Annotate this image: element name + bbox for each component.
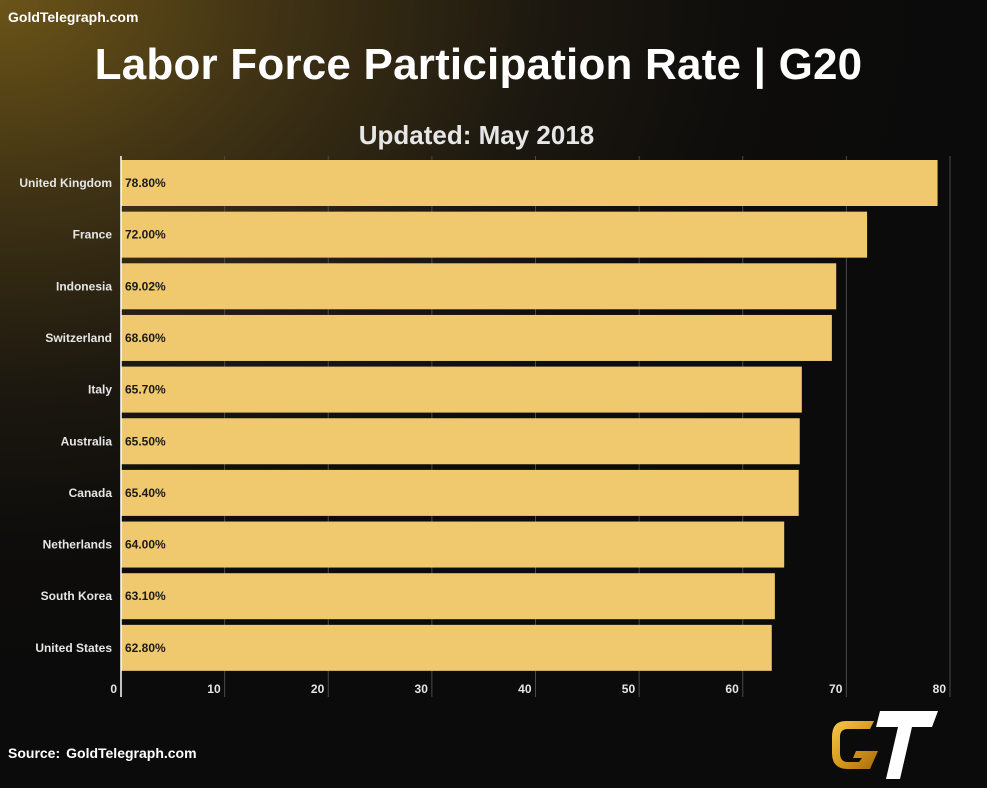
chart-title: Labor Force Participation Rate | G20 bbox=[94, 40, 863, 89]
category-label: South Korea bbox=[41, 589, 113, 603]
data-label: 65.50% bbox=[125, 434, 166, 448]
data-label: 69.02% bbox=[125, 279, 166, 293]
x-tick-label: 70 bbox=[829, 682, 843, 696]
x-tick-label: 50 bbox=[622, 682, 636, 696]
bar bbox=[121, 418, 800, 465]
data-label: 64.00% bbox=[125, 538, 166, 552]
source-value: GoldTelegraph.com bbox=[66, 745, 197, 761]
category-label: United Kingdom bbox=[19, 176, 112, 190]
x-tick-label: 60 bbox=[725, 682, 739, 696]
bar bbox=[121, 211, 868, 258]
x-tick-label: 40 bbox=[518, 682, 532, 696]
category-label: Australia bbox=[61, 434, 113, 448]
site-brand: GoldTelegraph.com bbox=[8, 9, 139, 25]
source-label: Source: bbox=[8, 745, 61, 761]
bar bbox=[121, 160, 938, 206]
source-line: Source: GoldTelegraph.com bbox=[8, 745, 197, 761]
labels: 0 10 20 30 40 50 60 70 80 United Kingdom 78.80% Fra… bbox=[19, 176, 946, 696]
data-label: 62.80% bbox=[125, 641, 166, 655]
bar bbox=[121, 263, 837, 310]
bar bbox=[121, 521, 785, 568]
bar bbox=[121, 624, 772, 671]
bar bbox=[121, 314, 832, 361]
data-label: 68.60% bbox=[125, 331, 166, 345]
bar bbox=[121, 469, 799, 516]
bars bbox=[121, 160, 938, 671]
chart-subtitle: Updated: May 2018 bbox=[358, 120, 595, 150]
data-label: 65.40% bbox=[125, 486, 166, 500]
x-tick-label: 0 bbox=[110, 682, 117, 696]
goldtelegraph-gt-logo-icon bbox=[832, 711, 938, 779]
category-label: Italy bbox=[88, 383, 112, 397]
data-label: 65.70% bbox=[125, 383, 166, 397]
category-label: Indonesia bbox=[56, 279, 112, 293]
bar bbox=[121, 366, 802, 413]
bar bbox=[121, 573, 775, 620]
category-label: Canada bbox=[69, 486, 113, 500]
x-tick-label: 80 bbox=[933, 682, 947, 696]
category-label: United States bbox=[35, 641, 112, 655]
category-label: Netherlands bbox=[43, 538, 113, 552]
data-label: 63.10% bbox=[125, 589, 166, 603]
category-label: France bbox=[73, 228, 113, 242]
category-label: Switzerland bbox=[45, 331, 112, 345]
x-tick-label: 30 bbox=[415, 682, 429, 696]
data-label: 72.00% bbox=[125, 228, 166, 242]
x-tick-label: 10 bbox=[207, 682, 221, 696]
data-label: 78.80% bbox=[125, 176, 166, 190]
x-tick-label: 20 bbox=[311, 682, 325, 696]
